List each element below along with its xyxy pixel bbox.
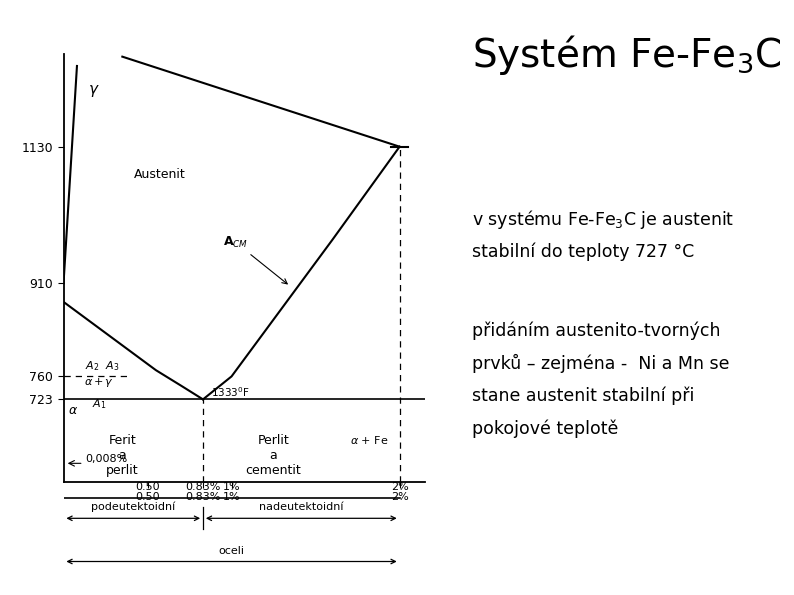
- Text: podeutektoidní: podeutektoidní: [91, 502, 175, 512]
- Text: nadeutektoidní: nadeutektoidní: [259, 502, 344, 512]
- Text: 0.50: 0.50: [135, 482, 160, 492]
- Text: 0.83%: 0.83%: [185, 482, 221, 492]
- Text: Systém Fe-Fe$_3$C: Systém Fe-Fe$_3$C: [472, 33, 782, 77]
- Text: 0,008%: 0,008%: [86, 454, 128, 464]
- Text: $\alpha$: $\alpha$: [67, 403, 78, 416]
- Text: v systému Fe-Fe$_3$C je austenit: v systému Fe-Fe$_3$C je austenit: [472, 208, 734, 231]
- Text: přidáním austenito-tvorných: přidáním austenito-tvorných: [472, 321, 721, 340]
- Text: $A_2$: $A_2$: [85, 359, 99, 372]
- Text: 1%: 1%: [223, 482, 241, 492]
- Text: prvků – zejména -  Ni a Mn se: prvků – zejména - Ni a Mn se: [472, 354, 730, 373]
- Text: $\gamma$: $\gamma$: [88, 83, 99, 99]
- Text: pokojové teplotě: pokojové teplotě: [472, 419, 619, 438]
- Text: oceli: oceli: [218, 546, 245, 556]
- Text: Ferit
a
perlit: Ferit a perlit: [106, 434, 139, 477]
- Text: stane austenit stabilní při: stane austenit stabilní při: [472, 387, 695, 405]
- Text: 1333$^0$F: 1333$^0$F: [211, 385, 250, 399]
- Text: $A_1$: $A_1$: [92, 397, 106, 411]
- Text: 2%: 2%: [391, 482, 408, 492]
- Text: Perlit
a
cementit: Perlit a cementit: [245, 434, 302, 477]
- Text: $\mathbf{A}_{CM}$: $\mathbf{A}_{CM}$: [223, 235, 287, 284]
- Text: $A_3$: $A_3$: [105, 359, 119, 372]
- Text: $\alpha + \gamma$: $\alpha + \gamma$: [83, 376, 114, 389]
- Text: $\alpha$ + Fe: $\alpha$ + Fe: [350, 434, 388, 446]
- Text: Austenit: Austenit: [134, 168, 186, 181]
- Text: stabilní do teploty 727 °C: stabilní do teploty 727 °C: [472, 243, 695, 261]
